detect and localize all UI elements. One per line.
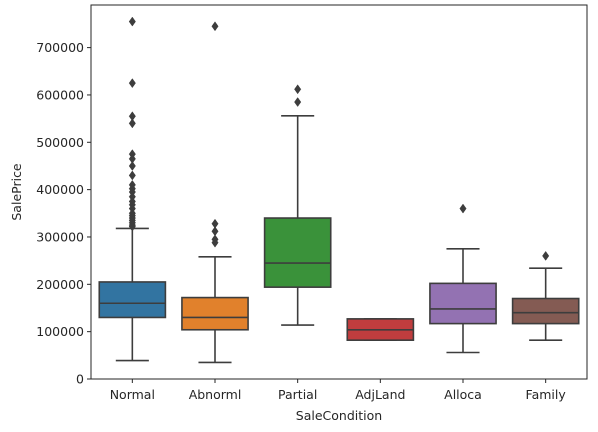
outlier-point — [128, 161, 136, 171]
box-family — [511, 250, 580, 341]
x-tick-label: Alloca — [444, 387, 482, 402]
plot-frame — [90, 4, 588, 380]
box-iqr — [429, 282, 497, 325]
box-partial — [263, 84, 332, 326]
y-axis-title: SalePrice — [9, 163, 24, 221]
box-normal — [98, 16, 167, 362]
outlier-point — [542, 250, 550, 261]
outlier-point — [128, 78, 136, 89]
y-tick-label: 0 — [76, 372, 84, 387]
outlier-point — [294, 84, 302, 95]
y-axis: 0 100000 200000 300000 400000 500000 600000 700… — [36, 40, 91, 387]
outlier-point — [128, 170, 136, 181]
box-iqr — [511, 297, 580, 325]
x-tick-label: AdjLand — [355, 387, 405, 402]
box-alloca — [429, 203, 497, 354]
x-tick-label: Abnorml — [189, 387, 242, 402]
y-tick-label: 600000 — [36, 87, 84, 102]
y-tick-label: 300000 — [36, 229, 84, 244]
outlier-point — [459, 203, 467, 214]
box-adjland — [346, 318, 415, 341]
outlier-point — [128, 221, 136, 232]
boxes-layer — [98, 16, 580, 364]
y-tick-label: 200000 — [36, 277, 84, 292]
outlier-point — [294, 97, 302, 107]
outlier-point — [128, 16, 136, 27]
y-tick-label: 100000 — [36, 324, 84, 339]
box-iqr — [181, 296, 249, 331]
x-tick-label: Family — [526, 387, 567, 402]
box-abnorml — [181, 21, 249, 364]
box-iqr — [263, 217, 332, 288]
outlier-point — [211, 237, 219, 248]
y-tick-label: 500000 — [36, 135, 84, 150]
x-axis: Normal Abnorml Partial AdjLand Alloca Family — [110, 379, 567, 402]
x-axis-title: SaleCondition — [296, 408, 382, 423]
outlier-point — [211, 21, 219, 32]
y-tick-label: 700000 — [36, 40, 84, 55]
x-tick-label: Partial — [278, 387, 317, 402]
y-tick-label: 400000 — [36, 182, 84, 197]
outlier-point — [128, 118, 136, 129]
box-iqr — [98, 281, 167, 319]
x-tick-label: Normal — [110, 387, 155, 402]
